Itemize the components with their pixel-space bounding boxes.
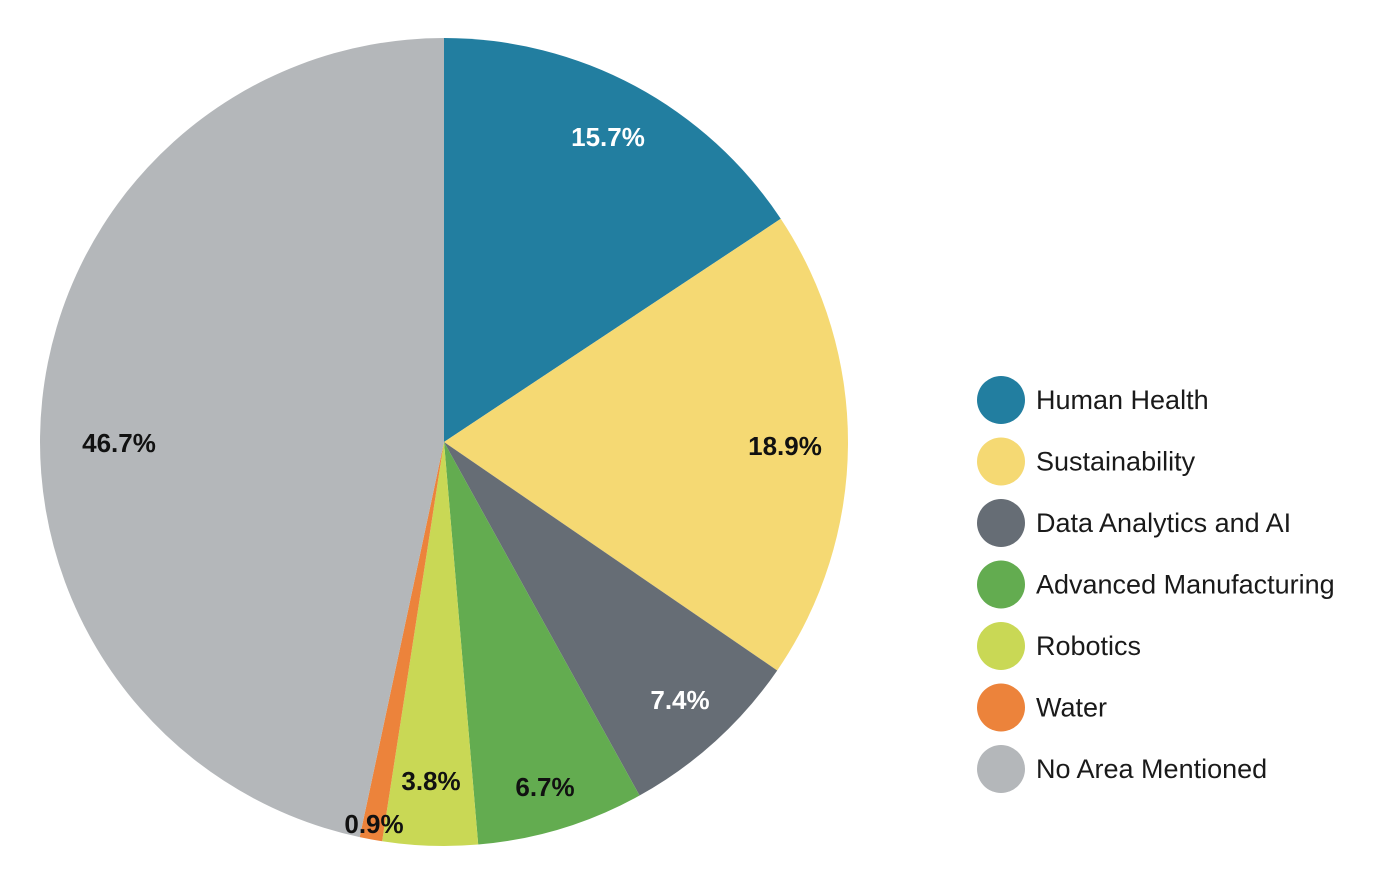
slice-label-advanced-manufacturing: 6.7%	[515, 772, 574, 802]
legend-item-advanced-manufacturing: Advanced Manufacturing	[977, 560, 1335, 609]
legend-item-data-analytics-and-ai: Data Analytics and AI	[977, 499, 1291, 547]
legend-swatch-human-health	[977, 376, 1025, 424]
pie-slice-human-health	[444, 38, 781, 442]
legend-item-robotics: Robotics	[977, 622, 1141, 670]
pie-slice-labels: 15.7% 18.9% 7.4% 6.7% 3.8% 0.9% 46.7%	[82, 122, 822, 839]
legend-item-human-health: Human Health	[977, 376, 1209, 424]
slice-label-no-area-mentioned: 46.7%	[82, 428, 156, 458]
legend-swatch-robotics	[977, 622, 1025, 670]
slice-label-data-analytics-and-ai: 7.4%	[650, 685, 709, 715]
legend-swatch-sustainability	[977, 437, 1025, 486]
pie-slice-data-analytics-and-ai	[444, 442, 778, 796]
legend-label-human-health: Human Health	[1036, 385, 1209, 415]
legend-label-advanced-manufacturing: Advanced Manufacturing	[1036, 570, 1335, 600]
legend-swatch-water	[977, 683, 1025, 732]
legend-item-sustainability: Sustainability	[977, 437, 1196, 486]
legend-swatch-advanced-manufacturing	[977, 560, 1025, 609]
legend: Human Health Sustainability Data Analytics…	[977, 376, 1335, 793]
legend-label-sustainability: Sustainability	[1036, 447, 1196, 477]
pie-slice-advanced-manufacturing	[444, 442, 640, 845]
slice-label-sustainability: 18.9%	[748, 431, 822, 461]
legend-label-no-area-mentioned: No Area Mentioned	[1036, 754, 1267, 784]
slice-label-water: 0.9%	[344, 809, 403, 839]
legend-label-water: Water	[1036, 693, 1107, 723]
legend-label-robotics: Robotics	[1036, 631, 1141, 661]
pie-slice-sustainability	[444, 218, 848, 671]
legend-item-water: Water	[977, 683, 1107, 732]
legend-swatch-no-area-mentioned	[977, 745, 1025, 793]
legend-swatch-data-analytics-and-ai	[977, 499, 1025, 547]
slice-label-robotics: 3.8%	[401, 766, 460, 796]
slice-label-human-health: 15.7%	[571, 122, 645, 152]
pie-slices	[40, 38, 848, 846]
pie-slice-robotics	[382, 442, 479, 846]
pie-slice-water	[359, 442, 444, 842]
legend-item-no-area-mentioned: No Area Mentioned	[977, 745, 1267, 793]
legend-label-data-analytics-and-ai: Data Analytics and AI	[1036, 508, 1291, 538]
pie-slice-no-area-mentioned	[40, 38, 444, 838]
